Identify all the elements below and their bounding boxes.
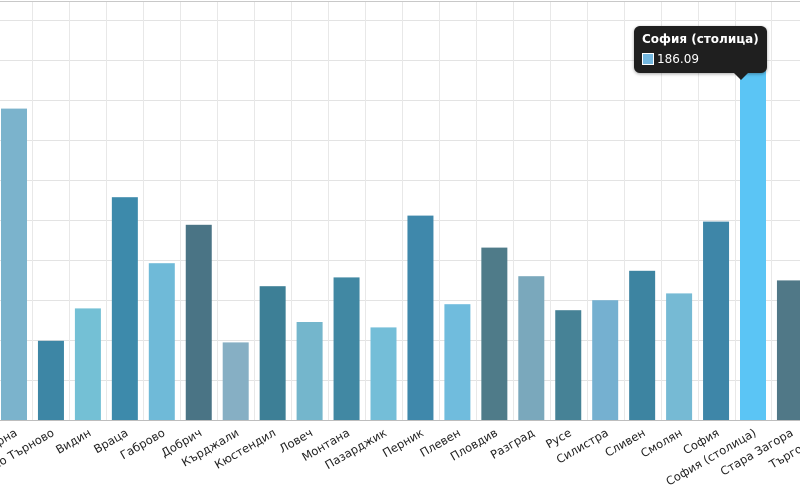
bar[interactable] [444, 304, 471, 420]
bar[interactable] [259, 286, 286, 420]
x-tick-label: Смолян [638, 425, 684, 460]
bar[interactable] [776, 280, 800, 420]
tooltip-value: 186.09 [657, 52, 699, 66]
bar[interactable] [333, 277, 360, 420]
bar[interactable] [703, 221, 730, 420]
bar[interactable] [185, 224, 212, 420]
bar[interactable] [111, 197, 138, 420]
bar[interactable] [629, 270, 656, 420]
bar[interactable] [1, 108, 27, 420]
bar[interactable] [481, 247, 508, 420]
bar[interactable] [74, 308, 101, 420]
bar[interactable] [592, 300, 619, 420]
bar[interactable] [222, 342, 249, 420]
bar[interactable] [37, 340, 64, 420]
bar[interactable] [555, 310, 582, 420]
bar[interactable] [407, 215, 434, 420]
bar[interactable] [666, 293, 693, 420]
tooltip-title: София (столица) [642, 32, 759, 46]
bars [1, 47, 800, 420]
tooltip-caret [734, 73, 748, 80]
bar[interactable] [296, 322, 323, 420]
tooltip-series-swatch [642, 53, 654, 65]
x-tick-label: Видин [53, 425, 93, 456]
tooltip-value-row: 186.09 [642, 52, 759, 66]
bar-highlighted[interactable] [740, 47, 766, 420]
bar[interactable] [370, 327, 397, 420]
bar-tooltip: София (столица) 186.09 [634, 26, 767, 80]
x-tick-label: Перник [380, 425, 426, 460]
bar[interactable] [518, 276, 545, 420]
bar[interactable] [148, 263, 175, 420]
